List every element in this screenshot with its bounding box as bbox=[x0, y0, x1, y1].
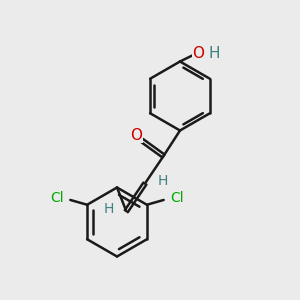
Text: O: O bbox=[130, 128, 142, 142]
Text: H: H bbox=[104, 202, 114, 216]
Text: Cl: Cl bbox=[170, 191, 184, 205]
Text: Cl: Cl bbox=[50, 191, 64, 205]
Text: O: O bbox=[193, 46, 205, 61]
Text: H: H bbox=[208, 46, 220, 61]
Text: H: H bbox=[158, 174, 168, 188]
